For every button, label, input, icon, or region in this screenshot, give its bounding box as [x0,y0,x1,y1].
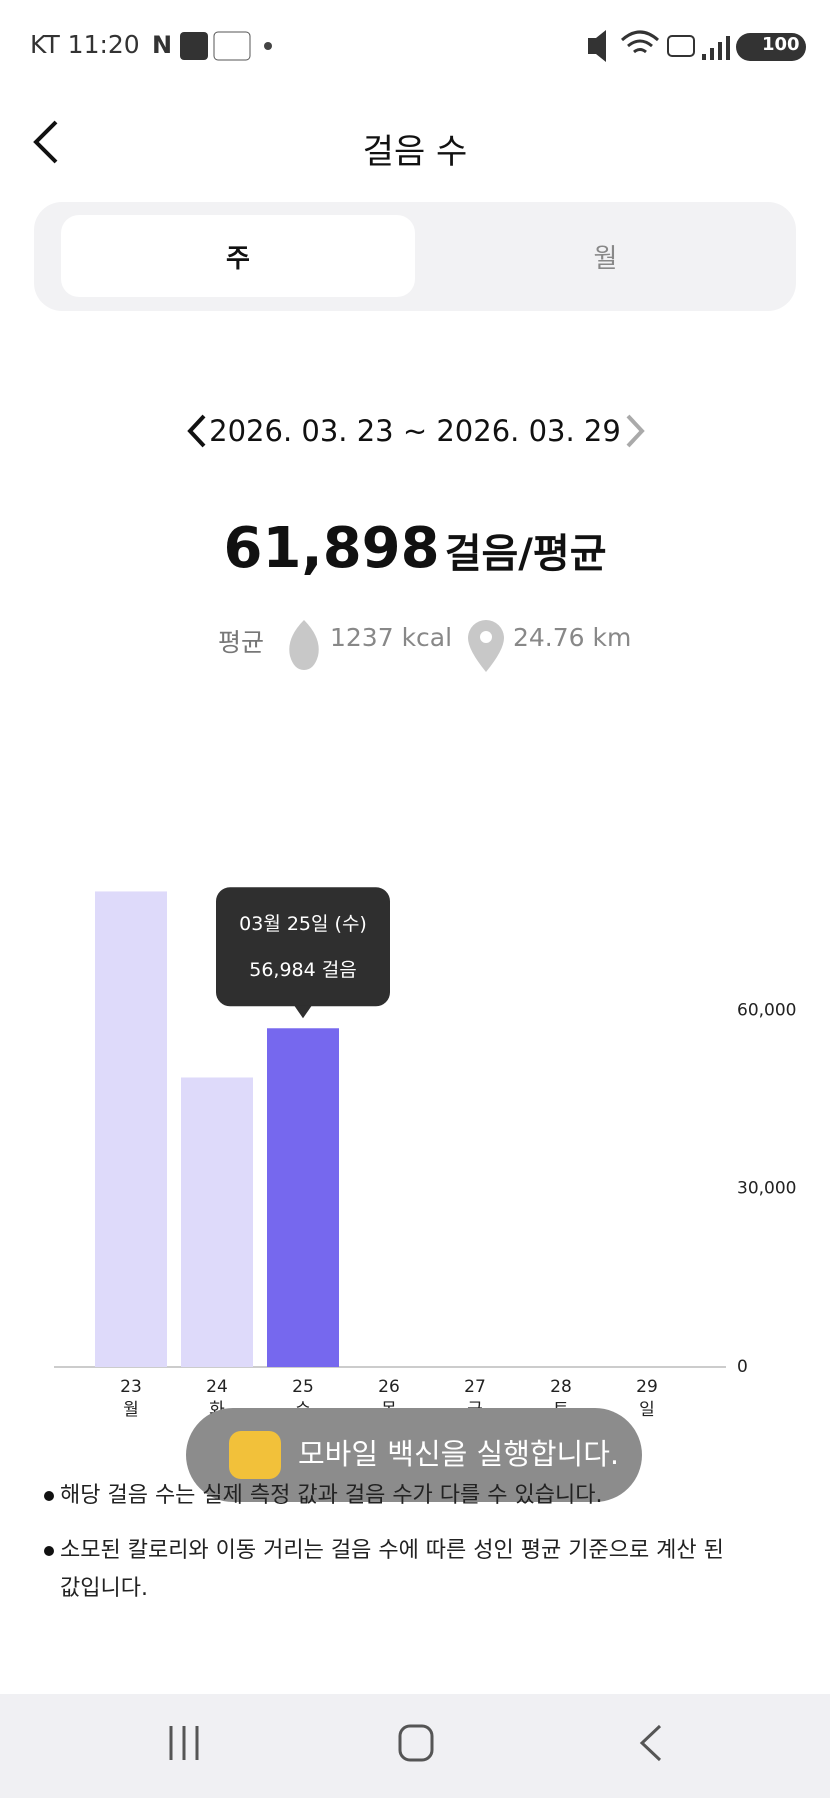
fire-icon [289,620,319,670]
recent-apps[interactable] [169,1726,199,1760]
dot-icon [264,42,272,50]
mute-icon [588,30,606,62]
y-tick-label: 60,000 [737,1000,796,1020]
toast-text: 모바일 백신을 실행합니다. [298,1437,619,1471]
tooltip [216,887,390,1007]
bar [181,1077,253,1367]
app-icon [180,32,208,60]
x-weekday-label: 월 [123,1400,139,1420]
x-tick-label: 25 [292,1377,314,1397]
calories: 1237 kcal [330,623,453,652]
cashfeed-icon [213,31,251,61]
x-tick-label: 29 [636,1377,658,1397]
carrier-time: KT 11:20 [30,30,140,59]
x-tick-label: 27 [464,1377,486,1397]
next-week[interactable] [626,414,645,448]
prev-week[interactable] [187,414,206,448]
battery-icon [736,33,806,61]
tooltip-title: 03월 25일 (수) [239,913,367,935]
x-tick-label: 23 [120,1377,142,1397]
n-icon: N [152,31,172,59]
stats-label: 평균 [218,628,265,657]
steps-unit: 걸음/평균 [444,531,607,577]
y-tick-label: 0 [737,1357,748,1377]
wifi-icon [621,30,659,54]
nav-back[interactable] [639,1724,662,1762]
page-title: 걸음 수 [362,132,468,172]
tab-week[interactable]: 주 [226,244,250,274]
location-icon [468,620,504,672]
steps-value: 61,898 [223,516,440,581]
hd-icon [667,35,695,57]
tab-month[interactable]: 월 [593,244,618,274]
back-button[interactable] [33,120,58,164]
average-steps: 61,898 걸음/평균 [0,516,830,581]
tooltip-value: 56,984 걸음 [249,959,356,981]
x-tick-label: 26 [378,1377,400,1397]
location-dot [480,631,492,643]
home-button[interactable] [398,1724,434,1762]
note: 해당 걸음 수는 실제 측정 값과 걸음 수가 다를 수 있습니다. [44,1477,740,1515]
toast-icon [229,1431,281,1479]
note: 소모된 칼로리와 이동 거리는 걸음 수에 따른 성인 평균 기준으로 계산 된… [44,1532,740,1608]
x-tick-label: 24 [206,1377,228,1397]
bar [95,891,167,1367]
x-tick-label: 28 [550,1377,572,1397]
tooltip-pointer [294,1005,312,1019]
y-tick-label: 30,000 [737,1179,796,1199]
nav-bar [0,1694,830,1798]
tab-selected-bg [61,215,415,297]
bar [267,1028,339,1367]
x-weekday-label: 일 [639,1400,655,1420]
toast [186,1408,642,1502]
battery-level: 100 [762,34,800,55]
date-range: 2026. 03. 23 ~ 2026. 03. 29 [209,414,621,448]
signal-icon [702,36,730,60]
distance: 24.76 km [513,623,632,652]
